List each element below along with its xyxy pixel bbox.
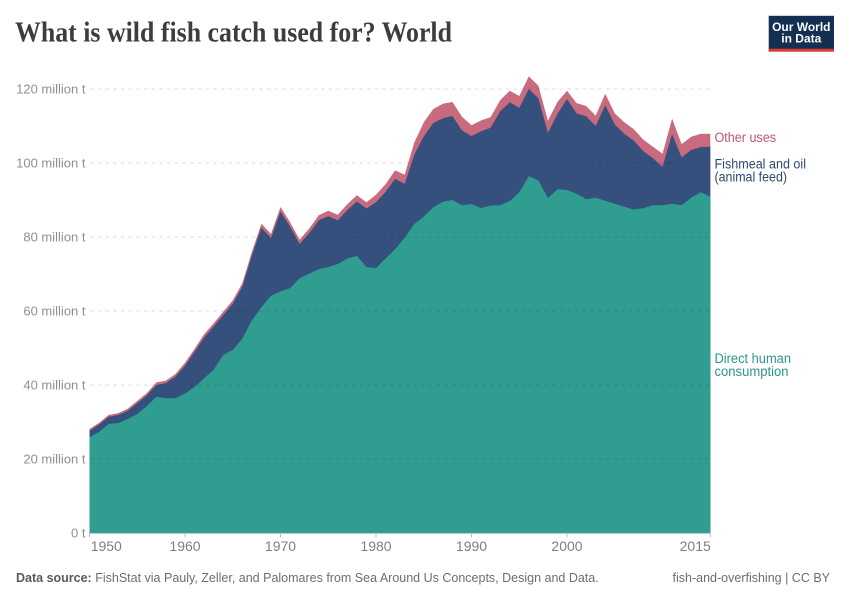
svg-text:0 t: 0 t	[71, 526, 86, 541]
svg-text:2015: 2015	[680, 538, 711, 554]
svg-text:in Data: in Data	[781, 32, 821, 46]
svg-text:2000: 2000	[551, 538, 582, 554]
svg-text:120 million t: 120 million t	[16, 82, 86, 97]
svg-text:100 million t: 100 million t	[16, 156, 86, 171]
svg-text:1980: 1980	[360, 538, 391, 554]
svg-text:consumption: consumption	[715, 364, 789, 379]
svg-text:60 million t: 60 million t	[23, 304, 86, 319]
svg-text:40 million t: 40 million t	[23, 378, 86, 393]
svg-text:1990: 1990	[456, 538, 487, 554]
svg-text:Fishmeal and oil: Fishmeal and oil	[715, 157, 807, 172]
svg-text:Our World: Our World	[772, 20, 830, 34]
svg-text:Direct human: Direct human	[715, 351, 792, 366]
svg-text:fish-and-overfishing | CC BY: fish-and-overfishing | CC BY	[673, 571, 831, 585]
svg-text:What is wild fish catch used f: What is wild fish catch used for? World	[15, 18, 452, 49]
svg-text:1960: 1960	[169, 538, 200, 554]
svg-text:(animal feed): (animal feed)	[715, 170, 788, 185]
svg-text:Other uses: Other uses	[715, 130, 777, 145]
svg-text:1970: 1970	[265, 538, 296, 554]
svg-text:20 million t: 20 million t	[23, 452, 86, 467]
svg-text:1950: 1950	[91, 538, 122, 554]
svg-text:80 million t: 80 million t	[23, 230, 86, 245]
svg-text:Data source: FishStat via Paul: Data source: FishStat via Pauly, Zeller,…	[16, 571, 599, 585]
